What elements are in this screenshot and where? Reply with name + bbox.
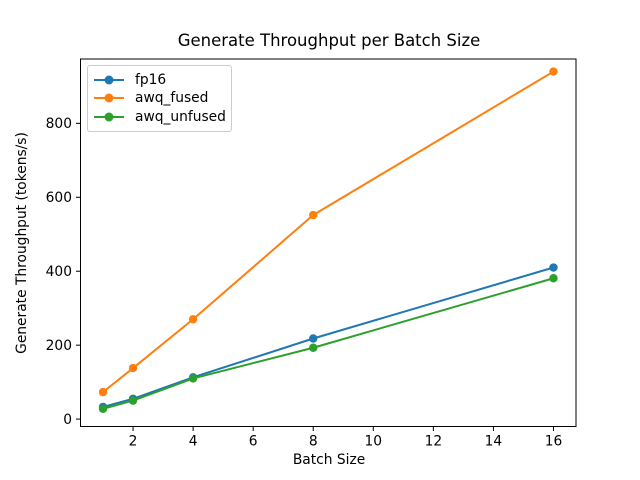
legend-item: fp16 — [94, 71, 223, 89]
x-tick-label: 16 — [545, 434, 563, 450]
x-axis-label: Batch Size — [292, 452, 366, 468]
x-tick-label: 10 — [365, 434, 383, 450]
series-marker-awq_unfused — [309, 343, 318, 352]
x-tick-label: 2 — [129, 434, 138, 450]
series-marker-awq_fused — [309, 210, 318, 220]
series-line-awq_unfused — [102, 277, 554, 410]
y-tick-label: 400 — [46, 264, 72, 280]
x-tick-label: 12 — [425, 434, 443, 450]
chart-title: Generate Throughput per Batch Size — [177, 31, 481, 50]
series-marker-awq_fused — [549, 67, 558, 76]
legend-label: fp16 — [135, 72, 167, 89]
series-marker-awq_fused — [128, 363, 138, 373]
legend-line-sample — [94, 112, 124, 122]
y-axis-label: Generate Throughput (tokens/s) — [14, 132, 30, 354]
series-marker-awq_fused — [188, 315, 198, 324]
series-marker-fp16 — [309, 334, 318, 343]
legend-marker-dot — [104, 93, 114, 103]
series-marker-awq_unfused — [128, 396, 138, 405]
x-tick-label: 4 — [189, 434, 198, 450]
legend-marker-dot — [104, 112, 114, 122]
legend-label: awq_fused — [135, 90, 209, 107]
legend-label: awq_unfused — [135, 108, 226, 125]
y-tick-label: 800 — [46, 116, 72, 132]
series-marker-awq_fused — [98, 387, 108, 397]
series-marker-awq_unfused — [98, 404, 108, 413]
series-marker-fp16 — [549, 263, 558, 272]
legend-line-sample — [94, 93, 124, 103]
y-tick-label: 200 — [46, 338, 72, 354]
x-tick-label: 8 — [309, 434, 318, 450]
legend: fp16 awq_fused awq_unfused — [87, 65, 232, 132]
legend-item: awq_unfused — [94, 108, 226, 126]
legend-marker-dot — [104, 75, 114, 85]
plot-border — [80, 58, 577, 427]
legend-line-sample — [94, 75, 124, 85]
x-tick-label: 14 — [485, 434, 503, 450]
x-tick-label: 6 — [249, 434, 258, 450]
series-marker-awq_unfused — [188, 374, 198, 383]
y-tick-label: 0 — [63, 412, 72, 428]
series-marker-awq_unfused — [549, 274, 558, 283]
legend-item: awq_fused — [94, 89, 223, 107]
y-tick-label: 600 — [46, 190, 72, 206]
